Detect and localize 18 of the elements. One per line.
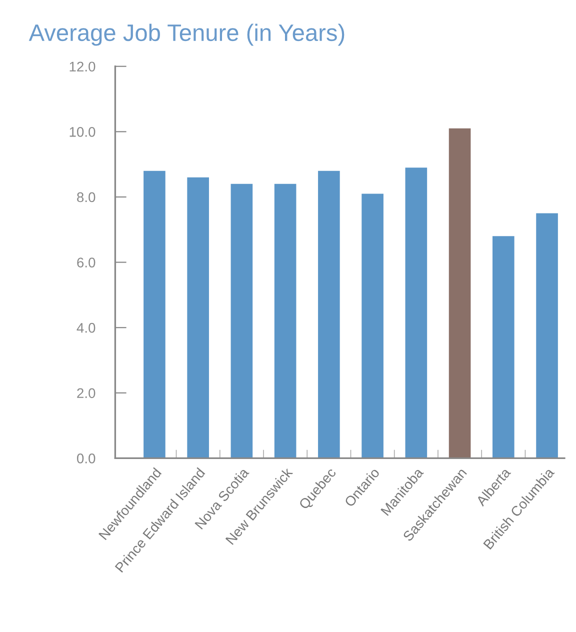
bar <box>492 236 514 458</box>
chart-title: Average Job Tenure (in Years) <box>28 24 344 46</box>
bar <box>362 194 384 458</box>
y-tick-label: 6.0 <box>77 258 96 268</box>
bar <box>144 170 166 458</box>
bar <box>187 177 209 458</box>
bar <box>536 213 558 458</box>
y-tick-label: 10.0 <box>70 127 96 137</box>
bar <box>405 168 428 458</box>
bar <box>230 184 253 458</box>
y-tick-label: 2.0 <box>77 388 96 398</box>
bar <box>274 184 296 458</box>
bar <box>448 128 471 458</box>
y-tick-label: 8.0 <box>77 192 96 202</box>
y-tick-label: 12.0 <box>70 62 96 72</box>
bar <box>318 170 340 458</box>
y-tick-label: 4.0 <box>76 322 96 333</box>
y-tick-label: 0.0 <box>76 454 96 464</box>
